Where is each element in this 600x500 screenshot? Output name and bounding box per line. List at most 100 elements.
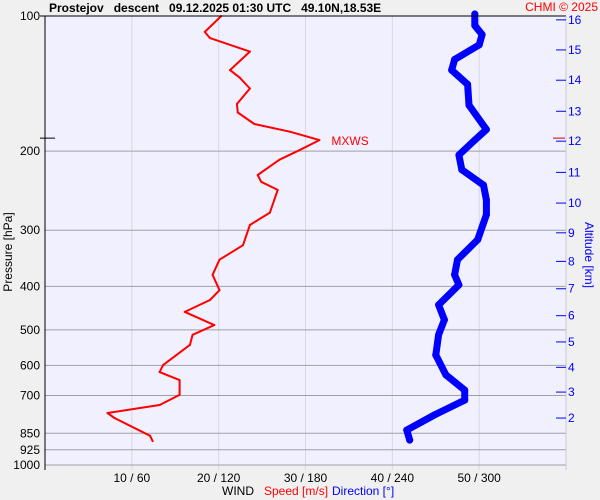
copyright: CHMI © 2025 [525,0,598,14]
direction-point [471,136,479,144]
speed-point [238,76,241,79]
speed-point [211,273,214,276]
direction-point [453,256,461,264]
speed-point [213,324,216,327]
x-label-direction: Direction [°] [332,484,394,498]
altitude-tick-label: 2 [568,411,575,425]
speed-point [288,130,291,133]
direction-point [482,126,490,134]
speed-point [256,173,259,176]
speed-point [228,69,231,72]
direction-point [475,41,483,49]
direction-point [406,436,414,444]
speed-point [191,333,194,336]
direction-point [430,411,438,419]
speed-point [151,440,154,443]
pressure-tick-label: 300 [20,223,40,237]
altitude-tick-label: 13 [568,104,582,118]
pressure-tick-label: 925 [20,443,40,457]
pressure-tick-label: 600 [20,358,40,372]
x-tick-label: 20 / 120 [197,471,241,485]
pressure-tick-label: 200 [20,144,40,158]
speed-point [318,139,321,142]
speed-point [218,258,221,261]
direction-point [480,181,488,189]
x-label-wind: WIND [222,484,254,498]
y2-axis-label: Altitude [km] [582,222,596,288]
speed-point [189,343,192,346]
direction-point [464,80,472,88]
speed-point [203,30,206,33]
direction-point [461,396,469,404]
speed-point [218,289,221,292]
altitude-tick-label: 9 [568,226,575,240]
x-tick-label: 50 / 300 [457,471,501,485]
altitude-tick-label: 14 [568,73,582,87]
direction-point [451,56,459,64]
speed-point [276,188,279,191]
pressure-tick-label: 100 [20,9,40,23]
altitude-tick-label: 4 [568,360,575,374]
speed-point [106,412,109,415]
direction-point [435,301,443,309]
speed-point [236,111,239,114]
pressure-tick-label: 1000 [13,458,40,472]
pressure-tick-label: 850 [20,426,40,440]
direction-point [455,151,463,159]
altitude-tick-label: 6 [568,309,575,323]
speed-point [158,371,161,374]
pressure-tick-label: 400 [20,279,40,293]
speed-point [178,393,181,396]
speed-point [208,298,211,301]
direction-point [442,371,450,379]
pressure-tick-label: 700 [20,388,40,402]
speed-point [208,37,211,40]
direction-point [482,211,490,219]
direction-point [440,316,448,324]
speed-point [241,244,244,247]
direction-point [451,271,459,279]
direction-point [461,386,469,394]
direction-point [482,196,490,204]
y-axis-label: Pressure [hPa] [1,212,15,291]
altitude-tick-label: 12 [568,134,582,148]
altitude-tick-label: 7 [568,282,575,296]
direction-point [455,281,463,289]
speed-point [149,434,152,437]
direction-point [448,66,456,74]
x-tick-label: 30 / 180 [284,471,328,485]
speed-point [158,403,161,406]
altitude-tick-label: 15 [568,43,582,57]
speed-point [248,87,251,90]
chart-title: Prostejov descent 09.12.2025 01:30 UTC 4… [49,1,381,15]
direction-point [403,426,411,434]
direction-point [458,166,466,174]
x-tick-label: 40 / 240 [371,471,415,485]
direction-point [432,351,440,359]
speed-point [178,379,181,382]
speed-point [248,223,251,226]
direction-point [465,101,473,109]
pressure-tick-label: 500 [20,323,40,337]
altitude-tick-label: 16 [568,13,582,27]
altitude-tick-label: 10 [568,196,582,210]
x-label-speed: Speed [m/s] [264,484,328,498]
altitude-tick-label: 5 [568,335,575,349]
direction-point [471,22,479,30]
speed-point [298,149,301,152]
altitude-tick-label: 8 [568,254,575,268]
speed-point [113,417,116,420]
speed-point [162,364,165,367]
altitude-tick-label: 11 [568,165,581,179]
speed-point [278,158,281,161]
speed-point [253,123,256,126]
speed-point [268,211,271,214]
altitude-tick-label: 3 [568,385,575,399]
x-tick-label: 10 / 60 [113,471,150,485]
direction-point [435,331,443,339]
direction-point [474,236,482,244]
speed-point [183,310,186,313]
max-wind-label: MXWS [331,134,368,148]
speed-point [248,50,251,53]
